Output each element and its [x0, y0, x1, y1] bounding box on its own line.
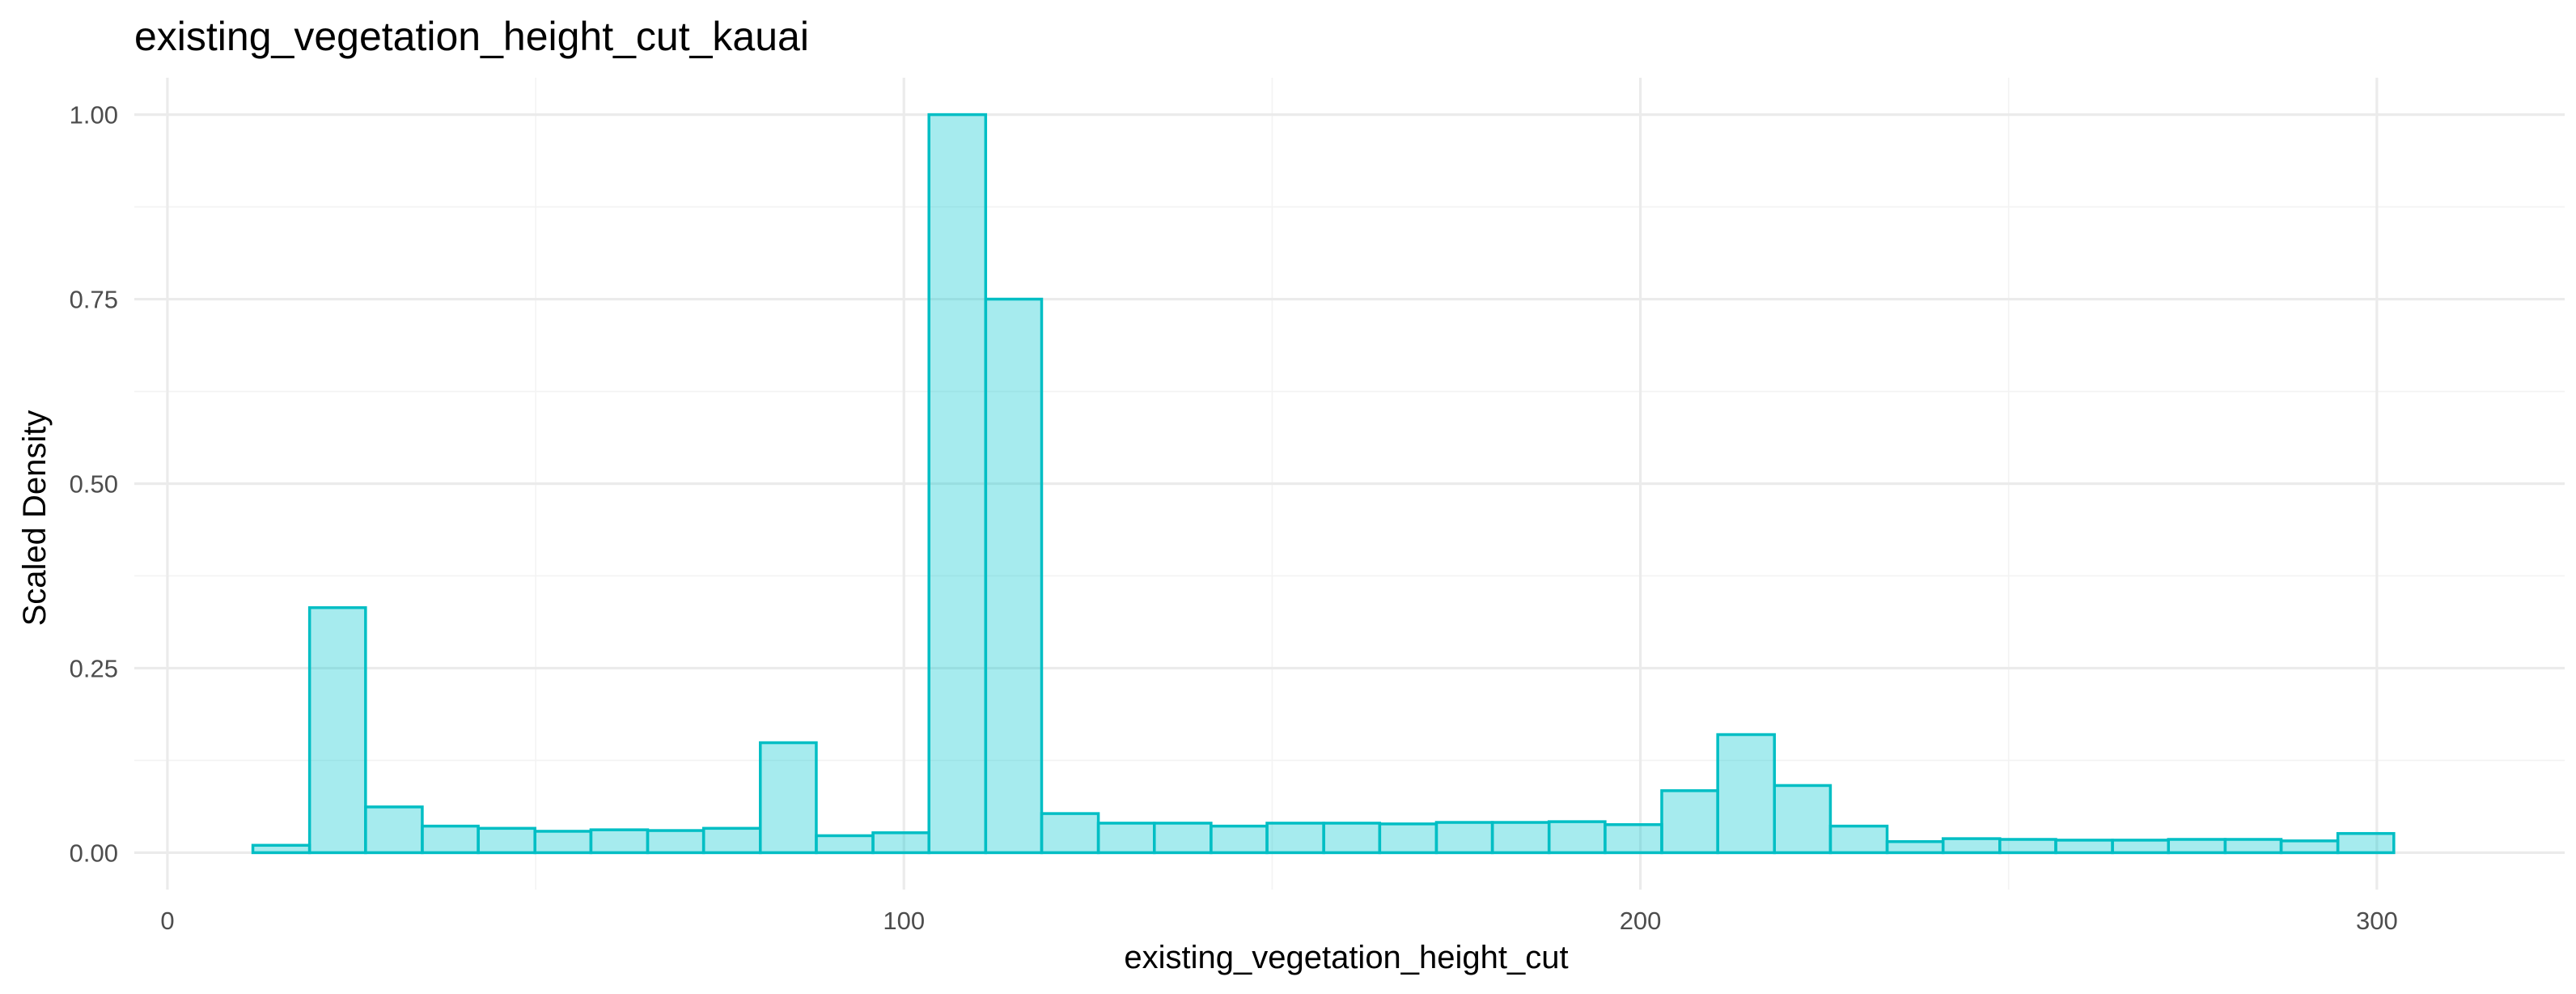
y-tick-label: 0.50 — [70, 470, 118, 499]
histogram-bar — [251, 843, 311, 855]
histogram-bar — [646, 829, 705, 855]
histogram-bar — [307, 605, 367, 855]
y-tick-label: 0.00 — [70, 839, 118, 867]
bars — [251, 113, 2396, 855]
histogram-bar — [2223, 838, 2283, 855]
histogram-bar — [421, 824, 480, 855]
histogram-bar — [1322, 822, 1382, 855]
x-axis-ticks: 0 100 200 300 — [160, 907, 2397, 935]
histogram-bar — [1998, 838, 2057, 855]
histogram-bar — [2167, 838, 2227, 855]
histogram-bar — [364, 805, 424, 855]
histogram-bar — [1604, 823, 1663, 855]
histogram-bar — [1547, 820, 1607, 855]
histogram-bar — [759, 741, 818, 855]
histogram-bar — [2054, 839, 2114, 855]
grid-lines — [134, 78, 2565, 890]
histogram-bar — [1828, 824, 1889, 855]
x-axis-title: existing_vegetation_height_cut — [1124, 940, 1568, 975]
histogram-bar — [1096, 822, 1156, 855]
histogram-bar — [1378, 822, 1438, 855]
histogram-bar — [1660, 789, 1719, 855]
y-axis-title: Scaled Density — [17, 410, 53, 627]
histogram-bar — [1153, 822, 1213, 855]
histogram-bar — [1773, 784, 1832, 855]
histogram-bar — [984, 297, 1044, 855]
y-tick-label: 1.00 — [70, 101, 118, 130]
histogram-bar — [1434, 821, 1494, 855]
histogram-bar — [2336, 831, 2396, 855]
histogram-bar — [1040, 812, 1100, 855]
histogram-bar — [1210, 824, 1269, 855]
histogram-bar — [1885, 839, 1945, 855]
histogram-bar — [2279, 839, 2340, 855]
histogram-bar — [1716, 733, 1776, 855]
histogram-bar — [927, 113, 988, 855]
chart-title: existing_vegetation_height_cut_kauai — [134, 14, 809, 59]
histogram-bar — [871, 831, 930, 855]
histogram-bar — [1265, 822, 1325, 855]
y-tick-label: 0.25 — [70, 654, 118, 682]
histogram-bar — [533, 830, 593, 855]
x-tick-label: 300 — [2356, 907, 2398, 935]
histogram-bar — [701, 826, 762, 855]
histogram-bar — [2111, 839, 2171, 855]
histogram-bar — [477, 826, 536, 855]
histogram-bar — [589, 828, 650, 855]
x-tick-label: 0 — [160, 907, 174, 935]
y-axis-ticks: 0.00 0.25 0.50 0.75 1.00 — [70, 101, 118, 868]
x-tick-label: 100 — [883, 907, 925, 935]
x-tick-label: 200 — [1620, 907, 1662, 935]
y-tick-label: 0.75 — [70, 286, 118, 314]
histogram-bar — [815, 834, 875, 855]
histogram-bar — [1490, 821, 1551, 855]
histogram-bar — [1941, 837, 2002, 855]
